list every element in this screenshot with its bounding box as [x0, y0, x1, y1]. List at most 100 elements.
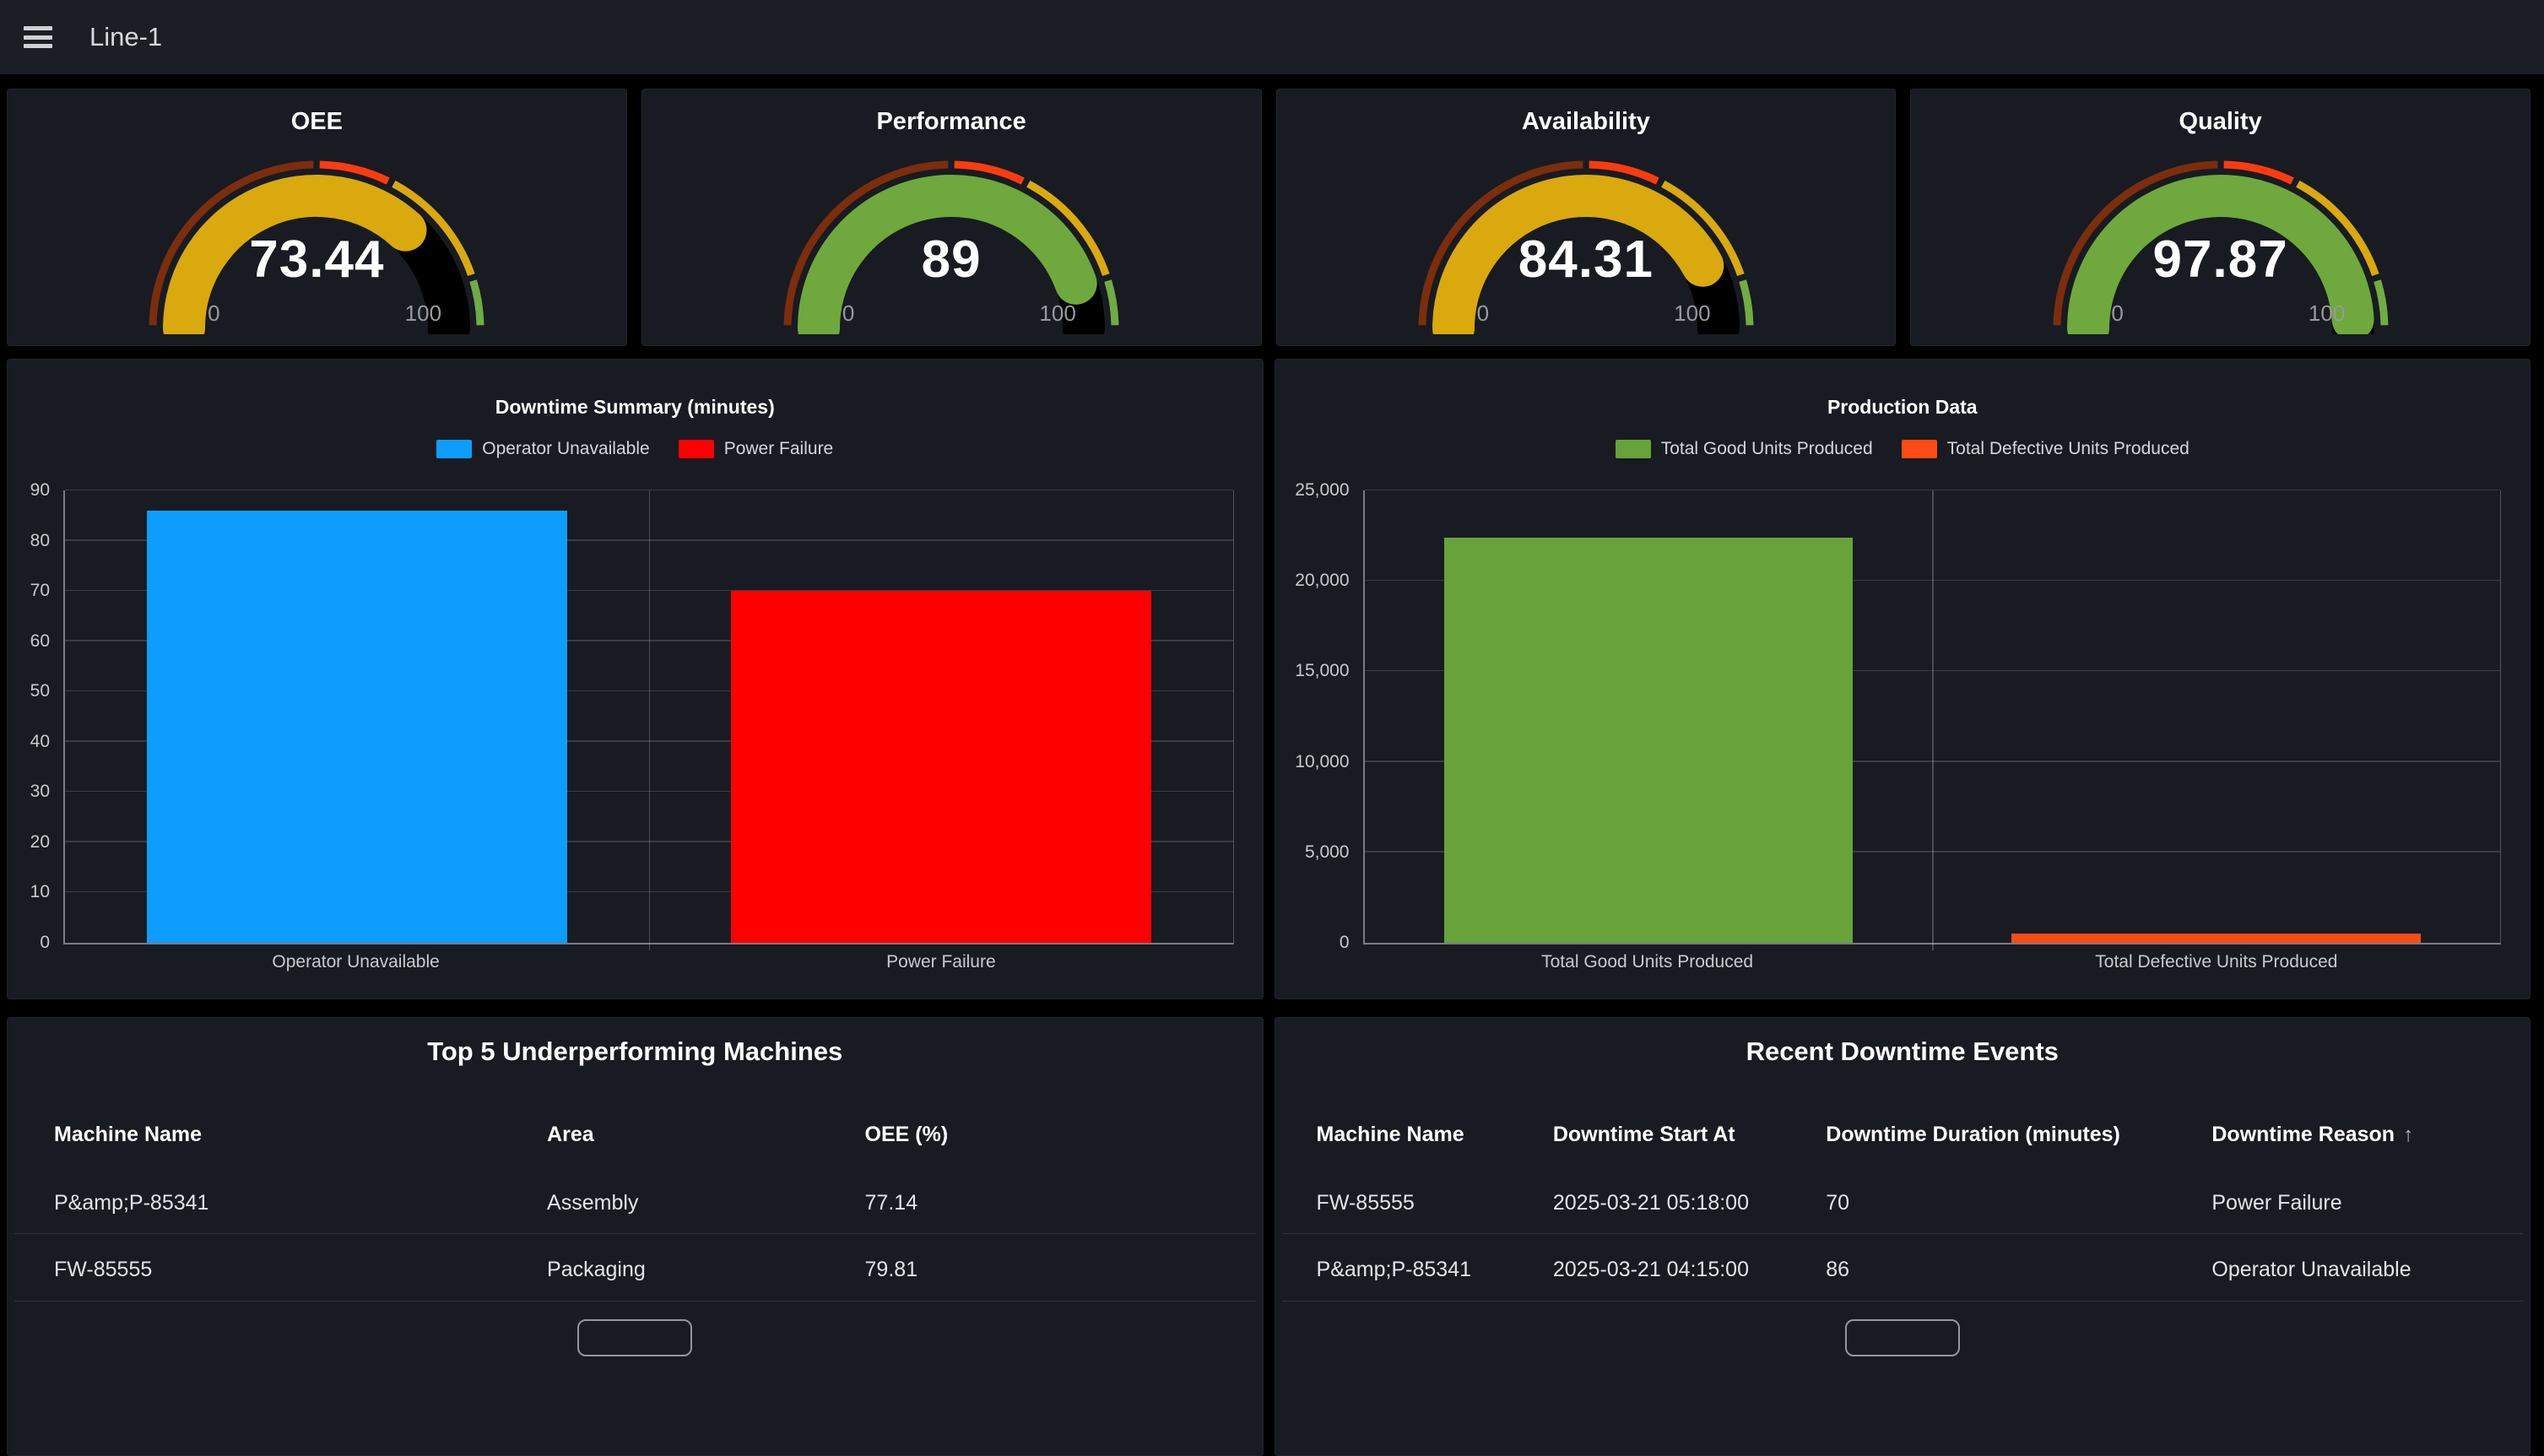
y-tick-label: 80 — [30, 530, 50, 550]
y-axis-labels: 0 5,000 10,000 15,000 20,000 25,000 — [1275, 480, 1363, 952]
legend-label: Power Failure — [723, 439, 834, 458]
x-axis-labels: Operator Unavailable Power Failure — [63, 945, 1234, 980]
gauge-panel-oee: OEE 73.44 0 100 — [7, 89, 627, 346]
table-cell: FW-85555 — [1316, 1191, 1415, 1215]
hamburger-menu-icon[interactable] — [24, 26, 52, 48]
table-cell: P&amp;P-85341 — [54, 1191, 209, 1215]
legend-item[interactable]: Power Failure — [678, 439, 834, 459]
gauge-threshold-segment — [469, 279, 484, 326]
table-cell: P&amp;P-85341 — [1316, 1258, 1471, 1281]
gauge-oee: 73.44 0 100 — [139, 155, 494, 334]
downtime-summary-panel: Downtime Summary (minutes) Operator Unav… — [7, 359, 1264, 999]
panel-title: Production Data — [1827, 396, 1978, 418]
panel-title: Top 5 Underperforming Machines — [427, 1037, 843, 1066]
y-tick-label: 10 — [30, 882, 50, 902]
table-cell: FW-85555 — [54, 1258, 153, 1281]
gauge-value-arc — [798, 175, 1097, 334]
y-tick-label: 50 — [30, 681, 50, 701]
gauge-panel-availability: Availability 84.31 0 100 — [1275, 89, 1897, 346]
x-category-label: Total Good Units Produced — [1541, 952, 1754, 972]
gauge-panel-quality: Quality 97.87 0 100 — [1910, 89, 2530, 346]
gridline — [65, 740, 1233, 742]
legend-item[interactable]: Operator Unavailable — [436, 439, 650, 459]
gauge-threshold-segment — [2295, 180, 2379, 277]
category-divider-line — [648, 490, 651, 950]
gauge-max-label: 100 — [2308, 300, 2346, 326]
pagination-button[interactable] — [577, 1319, 693, 1356]
gauge-threshold-segment — [392, 180, 475, 277]
legend-label: Operator Unavailable — [482, 439, 650, 458]
gauge-threshold-segment — [954, 160, 1025, 185]
gridline — [65, 890, 1233, 893]
gridline — [1364, 851, 2500, 852]
gridline — [1364, 489, 2500, 490]
legend-label: Total Defective Units Produced — [1946, 439, 2189, 458]
column-header-downtime-reason[interactable]: Downtime Reason ↑ — [2211, 1123, 2414, 1146]
gauge-threshold-segment — [1589, 160, 1659, 185]
gridline — [1364, 760, 2500, 762]
gridline — [1364, 669, 2500, 672]
gauge-svg — [149, 160, 484, 334]
y-tick-label: 5,000 — [1304, 842, 1350, 862]
gauge-threshold-segment — [2223, 160, 2294, 185]
gauge-svg — [783, 160, 1119, 334]
gauge-threshold-segment — [1026, 180, 1110, 277]
gauge-threshold-segment — [149, 160, 314, 326]
y-axis-labels: 0 10 20 30 40 50 60 70 80 90 — [8, 480, 63, 952]
dashboard-title[interactable]: Line-1 — [89, 22, 163, 51]
column-header-oee-[interactable]: OEE (%) — [864, 1123, 949, 1146]
legend-item[interactable]: Total Good Units Produced — [1615, 439, 1873, 459]
gauge-min-label: 0 — [208, 300, 220, 326]
chart-row: Downtime Summary (minutes) Operator Unav… — [7, 359, 2530, 999]
column-header-downtime-duration-minutes-[interactable]: Downtime Duration (minutes) — [1826, 1123, 2120, 1146]
bar-total-good-units-produced — [1443, 537, 1854, 943]
gauge-max-label: 100 — [1674, 300, 1711, 326]
gauge-value-arc — [163, 175, 427, 334]
underperforming-machines-panel: Top 5 Underperforming Machines Machine N… — [7, 1017, 1264, 1456]
x-category-label: Operator Unavailable — [272, 952, 440, 972]
gauge-value-arc — [1432, 175, 1724, 334]
gauge-threshold-segment — [1104, 279, 1119, 326]
legend-item[interactable]: Total Defective Units Produced — [1901, 439, 2189, 459]
row-divider — [14, 1301, 1256, 1302]
gauge-max-label: 100 — [404, 300, 442, 326]
sort-ascending-icon: ↑ — [2403, 1123, 2414, 1146]
table-cell: 2025-03-21 05:18:00 — [1552, 1191, 1749, 1215]
gauge-threshold-segment — [2053, 160, 2218, 326]
y-tick-label: 15,000 — [1295, 661, 1350, 681]
x-category-label: Power Failure — [886, 952, 996, 972]
legend-label: Total Good Units Produced — [1660, 439, 1873, 458]
gauge-threshold-segment — [1661, 180, 1745, 277]
column-header-area[interactable]: Area — [547, 1123, 594, 1146]
table-cell: 86 — [1826, 1258, 1850, 1281]
row-divider — [1281, 1301, 2523, 1302]
gauge-svg — [1418, 160, 1754, 334]
column-header-machine-name[interactable]: Machine Name — [54, 1123, 203, 1146]
table-row: Top 5 Underperforming Machines Machine N… — [7, 1017, 2530, 1456]
panel-title: Downtime Summary (minutes) — [495, 396, 775, 418]
row-divider — [14, 1233, 1256, 1234]
gauge-row: OEE 73.44 0 100 Performance 89 0 100 Ava… — [7, 89, 2530, 346]
table-cell: 2025-03-21 04:15:00 — [1552, 1258, 1749, 1281]
column-header-machine-name[interactable]: Machine Name — [1316, 1123, 1464, 1146]
legend-swatch-icon — [678, 440, 714, 458]
bar-operator-unavailable — [146, 510, 567, 943]
gridline — [65, 790, 1233, 793]
y-tick-label: 40 — [30, 731, 50, 751]
y-tick-label: 70 — [30, 581, 50, 601]
legend-swatch-icon — [1615, 440, 1651, 458]
column-header-downtime-start-at[interactable]: Downtime Start At — [1552, 1123, 1735, 1146]
y-tick-label: 20 — [30, 831, 50, 852]
pagination-button[interactable] — [1844, 1319, 1960, 1356]
table-row: FW-85555 2025-03-21 05:18:00 70 Power Failu… — [1275, 1191, 2530, 1215]
gauge-max-label: 100 — [1039, 300, 1076, 326]
y-tick-label: 60 — [30, 631, 50, 651]
panel-title: Performance — [876, 108, 1026, 135]
gauge-min-label: 0 — [1476, 300, 1490, 326]
gridline — [65, 690, 1233, 692]
gauge-value-arc — [2066, 175, 2374, 334]
table-cell: 70 — [1826, 1191, 1850, 1215]
row-divider — [1281, 1233, 2523, 1234]
production-data-panel: Production Data Total Good Units Produce… — [1274, 359, 2530, 999]
gauge-threshold-segment — [783, 160, 949, 326]
